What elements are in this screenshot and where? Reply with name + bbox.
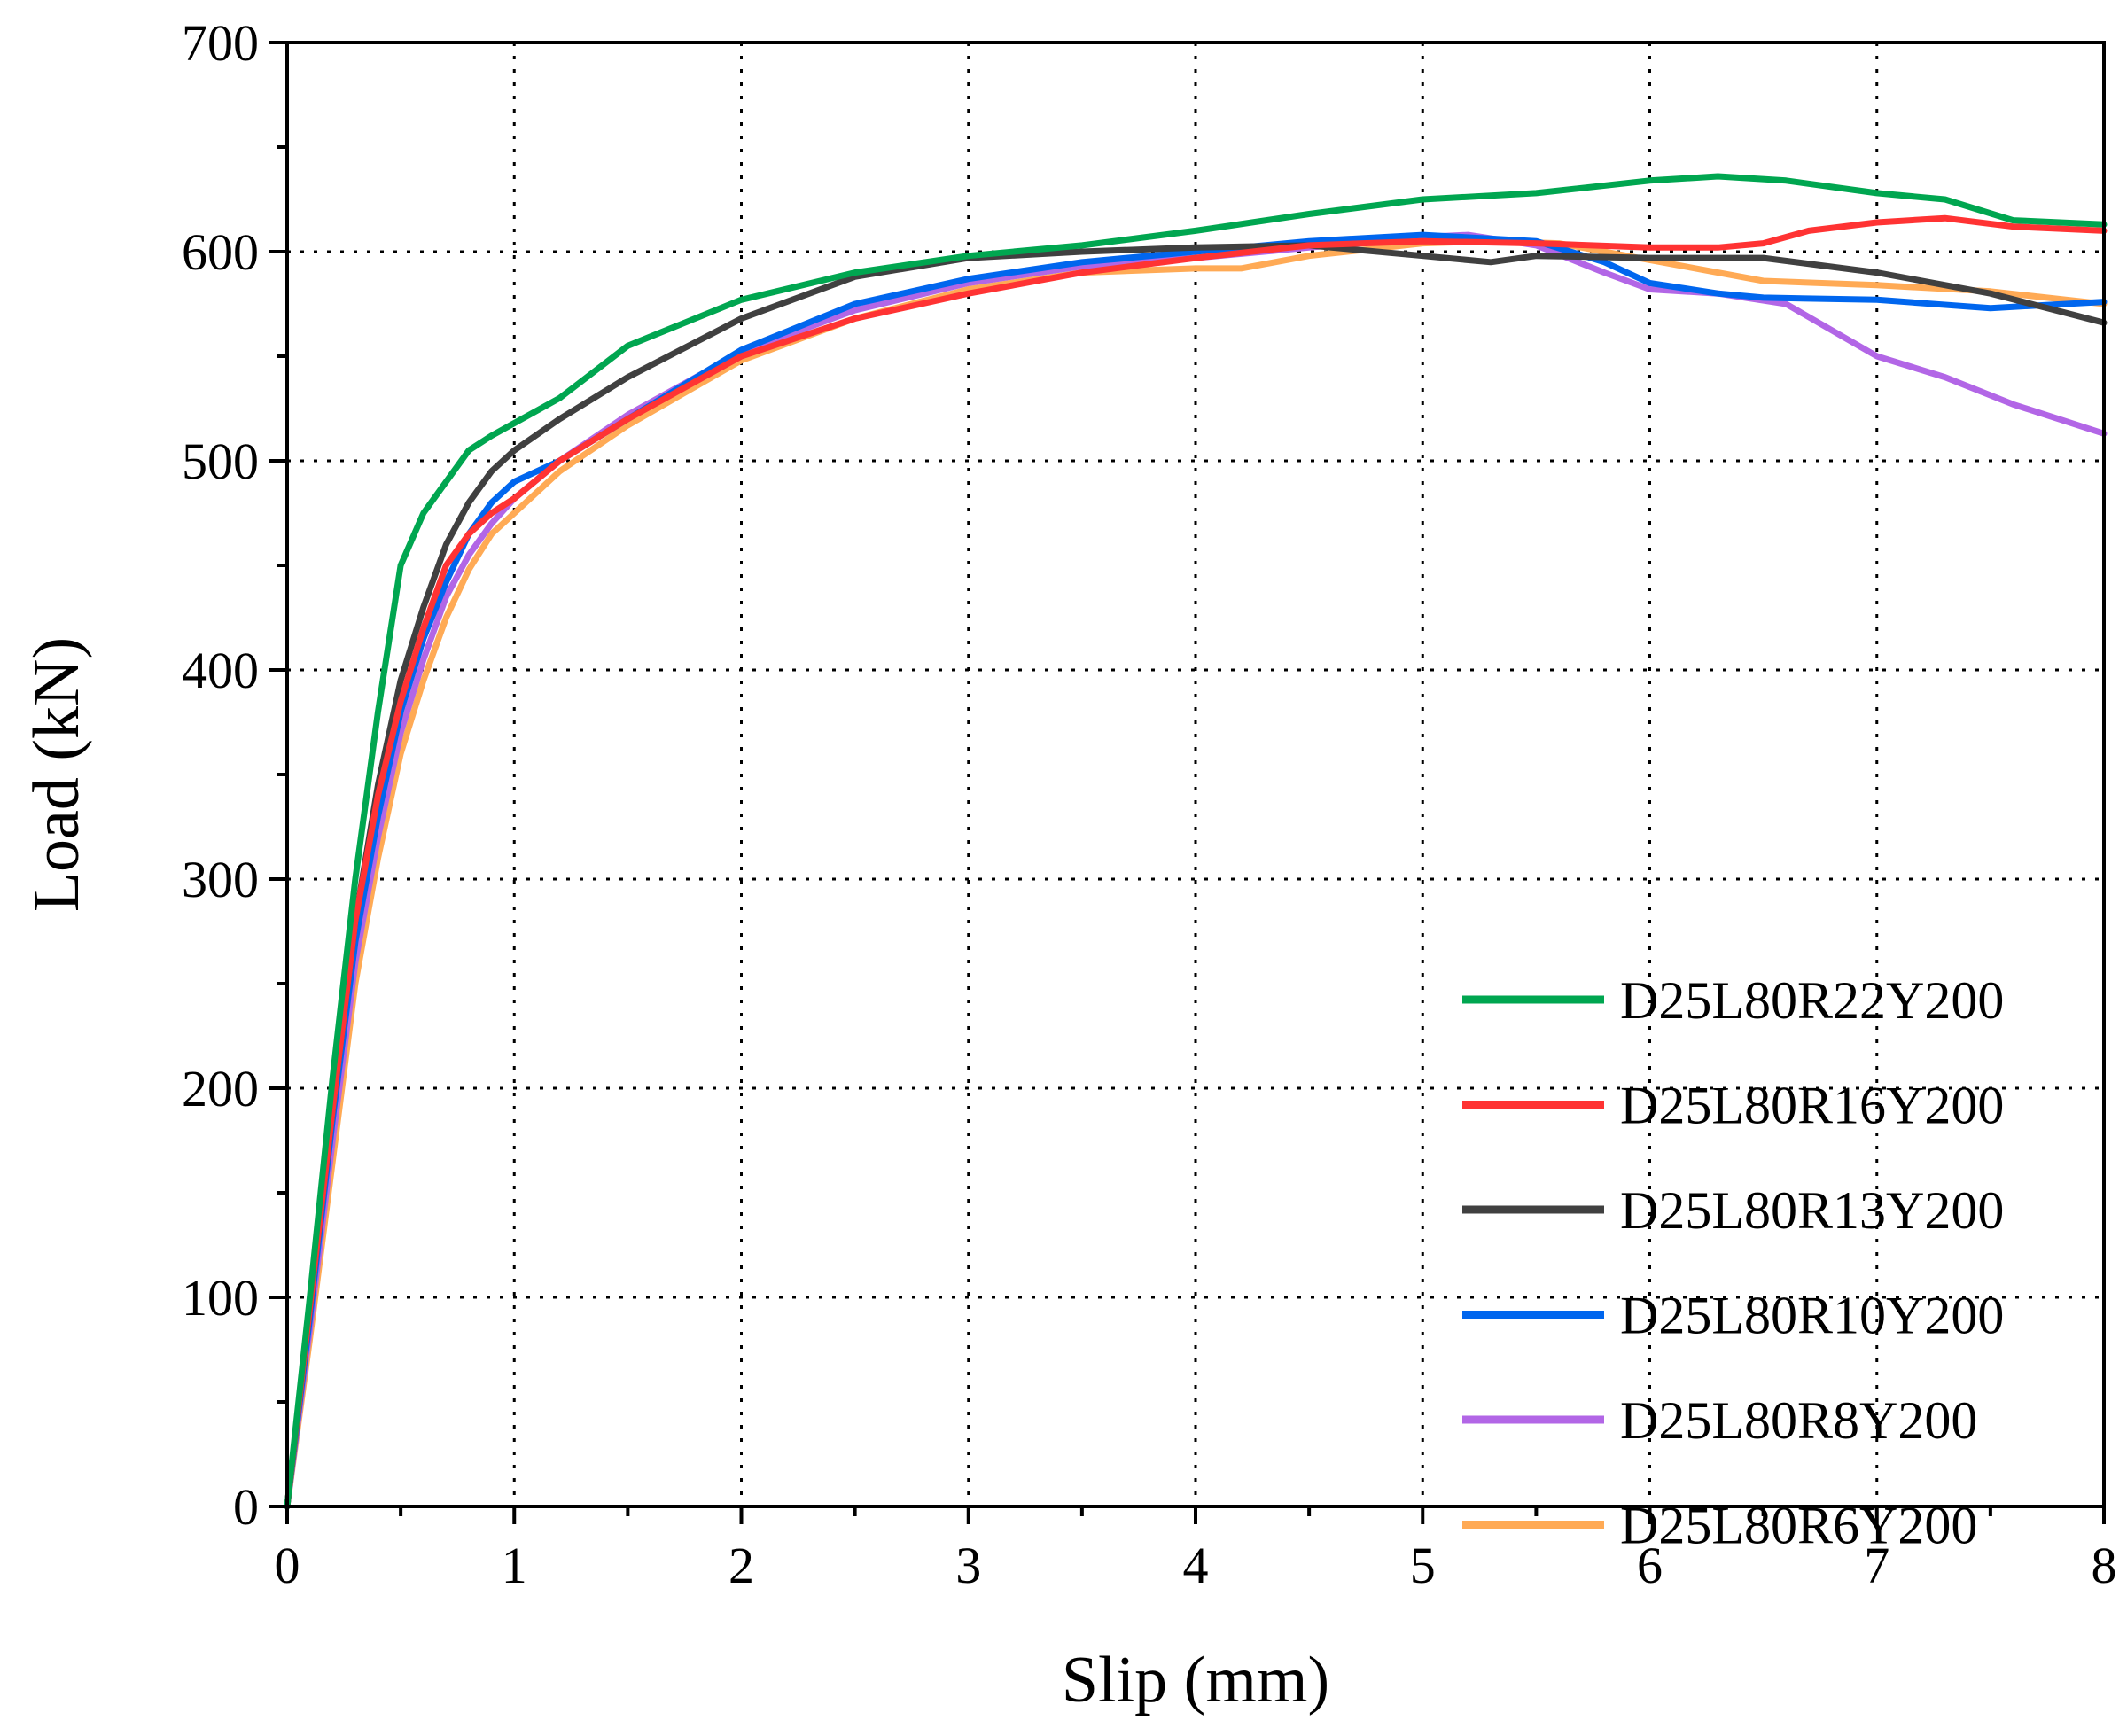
legend-label-d25l80r22y200: D25L80R22Y200 bbox=[1620, 971, 2004, 1030]
legend-label-d25l80r8y200: D25L80R8Y200 bbox=[1620, 1391, 1977, 1450]
legend: D25L80R22Y200 D25L80R16Y200 D25L80R13Y200 D… bbox=[1462, 971, 2004, 1555]
x-axis-label: Slip (mm) bbox=[1062, 1644, 1329, 1717]
x-tick-label: 0 bbox=[275, 1537, 300, 1594]
series-line-d25l80r10y200 bbox=[284, 231, 2108, 1510]
series-line-d25l80r22y200 bbox=[284, 173, 2108, 1510]
grid-lines bbox=[287, 43, 2104, 1506]
y-tick-label: 600 bbox=[182, 223, 259, 281]
y-tick-label: 200 bbox=[182, 1060, 259, 1117]
y-tick-label: 700 bbox=[182, 14, 259, 72]
legend-label-d25l80r6y200: D25L80R6Y200 bbox=[1620, 1497, 1977, 1555]
x-tick-label: 4 bbox=[1183, 1537, 1209, 1594]
series-line-d25l80r16y200 bbox=[284, 214, 2108, 1510]
x-tick-label: 8 bbox=[2092, 1537, 2117, 1594]
y-axis-label: Load (kN) bbox=[20, 637, 93, 912]
series-line-d25l80r13y200 bbox=[284, 242, 2108, 1510]
x-tick-label: 6 bbox=[1637, 1537, 1663, 1594]
y-tick-label: 100 bbox=[182, 1269, 259, 1327]
x-tick-label: 2 bbox=[728, 1537, 754, 1594]
legend-label-d25l80r13y200: D25L80R13Y200 bbox=[1620, 1181, 2004, 1240]
legend-label-d25l80r10y200: D25L80R10Y200 bbox=[1620, 1287, 2004, 1345]
axis-ticks bbox=[269, 41, 2106, 1524]
x-tick-label: 1 bbox=[502, 1537, 527, 1594]
x-tick-label: 5 bbox=[1410, 1537, 1436, 1594]
y-tick-label: 300 bbox=[182, 851, 259, 908]
y-tick-label: 0 bbox=[233, 1478, 259, 1536]
x-tick-label: 7 bbox=[1864, 1537, 1889, 1594]
legend-label-d25l80r16y200: D25L80R16Y200 bbox=[1620, 1077, 2004, 1135]
y-tick-label: 500 bbox=[182, 432, 259, 490]
x-tick-label: 3 bbox=[955, 1537, 981, 1594]
axis-tick-labels: 0 1 2 3 4 5 6 7 8 0 100 200 300 400 500 600 700 bbox=[182, 14, 2117, 1594]
y-tick-label: 400 bbox=[182, 642, 259, 699]
series-lines bbox=[284, 173, 2108, 1510]
